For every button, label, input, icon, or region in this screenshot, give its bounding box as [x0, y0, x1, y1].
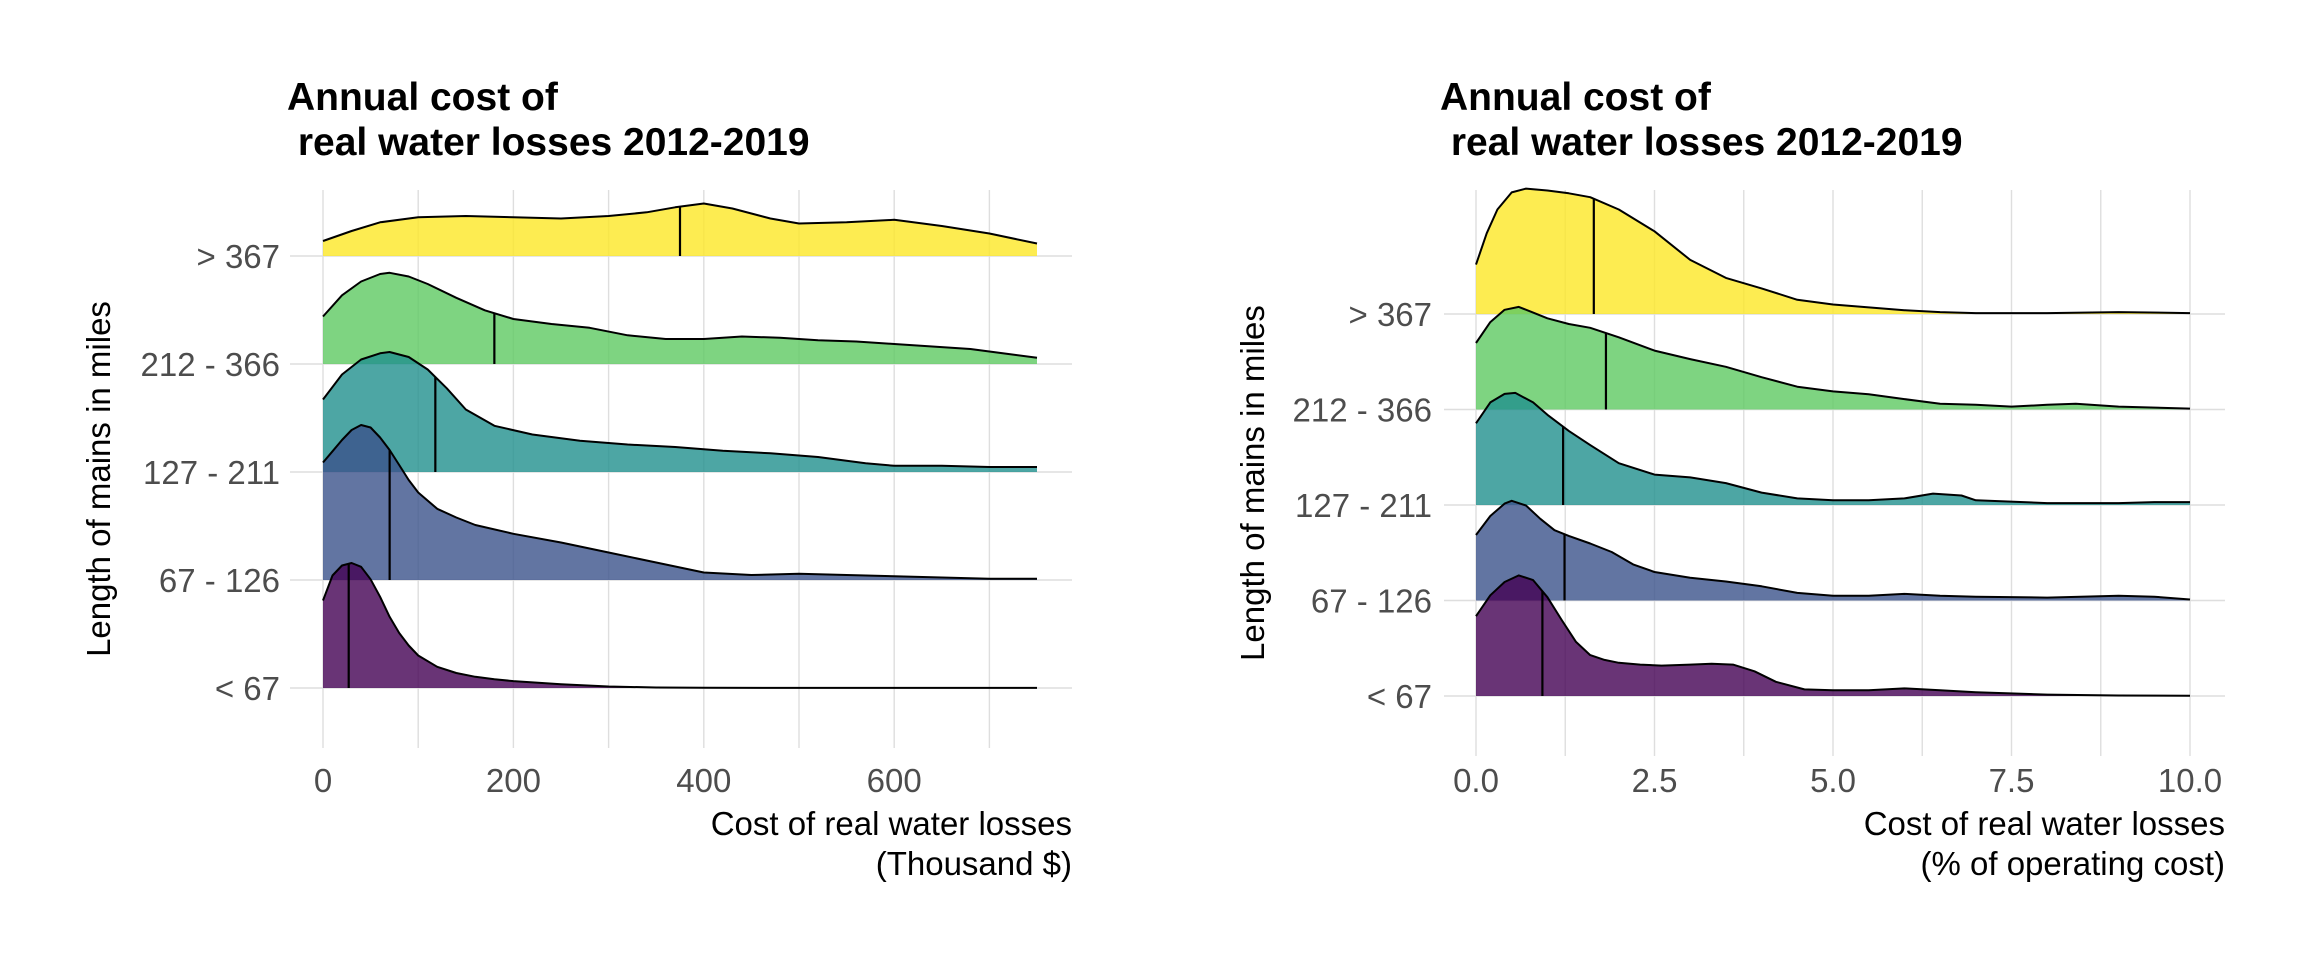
- x-axis-title: (Thousand $): [876, 845, 1072, 882]
- ridge-area-4: [1476, 306, 2190, 410]
- chart-title: real water losses 2012-2019: [1440, 121, 1963, 164]
- x-tick-label: 0.0: [1453, 762, 1499, 799]
- ridge-area-3: [323, 352, 1037, 472]
- chart-panel-1: < 67 67 - 126 127 - 211 212 - 366 > 367 0 200 4…: [80, 76, 1072, 882]
- ridge-outline-5: [1475, 187, 2191, 315]
- category-label: 212 - 366: [1293, 392, 1432, 429]
- x-tick-label: 7.5: [1989, 762, 2035, 799]
- chart-title: real water losses 2012-2019: [287, 121, 810, 164]
- x-tick-label: 2.5: [1632, 762, 1678, 799]
- x-axis-title: (% of operating cost): [1921, 845, 2225, 882]
- chart-panel-2: < 67 67 - 126 127 - 211 212 - 366 > 367 0.0 2.…: [1234, 76, 2225, 882]
- x-tick-label: 10.0: [2158, 762, 2222, 799]
- ridge-area-4: [323, 272, 1037, 364]
- category-label: 67 - 126: [159, 562, 280, 599]
- x-tick-label: 5.0: [1810, 762, 1856, 799]
- ridge-outline-2: [1475, 499, 2191, 601]
- category-label: < 67: [215, 670, 280, 707]
- ridge-area-2: [323, 425, 1037, 580]
- x-axis-title: Cost of real water losses: [711, 805, 1072, 842]
- ridge-outline-1: [322, 562, 1037, 689]
- chart-title: Annual cost of: [287, 76, 559, 119]
- y-axis-title: Length of mains in miles: [1234, 305, 1271, 661]
- category-label: > 367: [1349, 296, 1433, 333]
- x-tick-label: 400: [676, 762, 731, 799]
- ridge-area-2: [1476, 500, 2190, 601]
- ridge-outline-5: [322, 202, 1038, 245]
- ridge-area-3: [1476, 392, 2190, 505]
- ridge-outline-1: [1475, 574, 2191, 697]
- category-label: 127 - 211: [1295, 487, 1432, 524]
- category-label: 67 - 126: [1311, 583, 1432, 620]
- x-axis-title: Cost of real water losses: [1864, 805, 2225, 842]
- ridge-outline-3: [322, 351, 1037, 468]
- x-tick-label: 200: [486, 762, 541, 799]
- ridge-area-1: [323, 563, 1037, 688]
- ridge-area-5: [1476, 188, 2190, 314]
- ridge-outline-2: [322, 424, 1037, 580]
- ridge-outline-3: [1475, 391, 2190, 505]
- x-tick-label: 0: [314, 762, 332, 799]
- y-axis-title: Length of mains in miles: [80, 301, 117, 657]
- category-label: 127 - 211: [143, 454, 280, 491]
- category-label: < 67: [1367, 678, 1432, 715]
- category-label: > 367: [197, 238, 281, 275]
- ridge-outline-4: [322, 271, 1038, 359]
- chart-title: Annual cost of: [1440, 76, 1712, 119]
- x-tick-label: 600: [867, 762, 922, 799]
- ridge-outline-4: [1475, 305, 2191, 410]
- category-label: 212 - 366: [141, 346, 280, 383]
